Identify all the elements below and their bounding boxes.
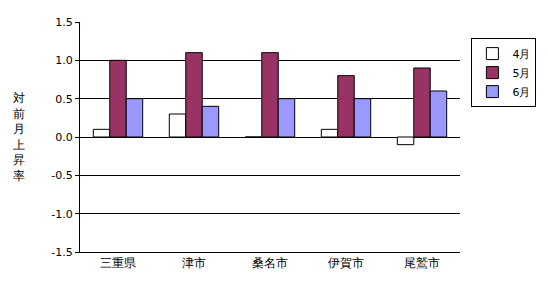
svg-text:-1.0: -1.0	[51, 208, 72, 221]
svg-text:0.0: 0.0	[55, 131, 73, 144]
svg-text:-1.5: -1.5	[51, 246, 72, 259]
svg-text:対前月上昇率: 対前月上昇率	[13, 91, 25, 183]
svg-text:三重県: 三重県	[100, 256, 136, 270]
svg-text:6月: 6月	[512, 86, 530, 99]
svg-text:1.5: 1.5	[55, 16, 73, 29]
svg-text:1.0: 1.0	[55, 54, 73, 67]
svg-text:伊賀市: 伊賀市	[328, 256, 364, 270]
svg-text:津市: 津市	[182, 256, 206, 270]
svg-text:-0.5: -0.5	[51, 169, 72, 182]
svg-text:5月: 5月	[512, 67, 530, 80]
svg-text:尾鷲市: 尾鷲市	[404, 256, 440, 270]
svg-text:0.5: 0.5	[55, 93, 73, 106]
svg-text:桑名市: 桑名市	[252, 256, 288, 270]
svg-text:4月: 4月	[512, 48, 530, 61]
